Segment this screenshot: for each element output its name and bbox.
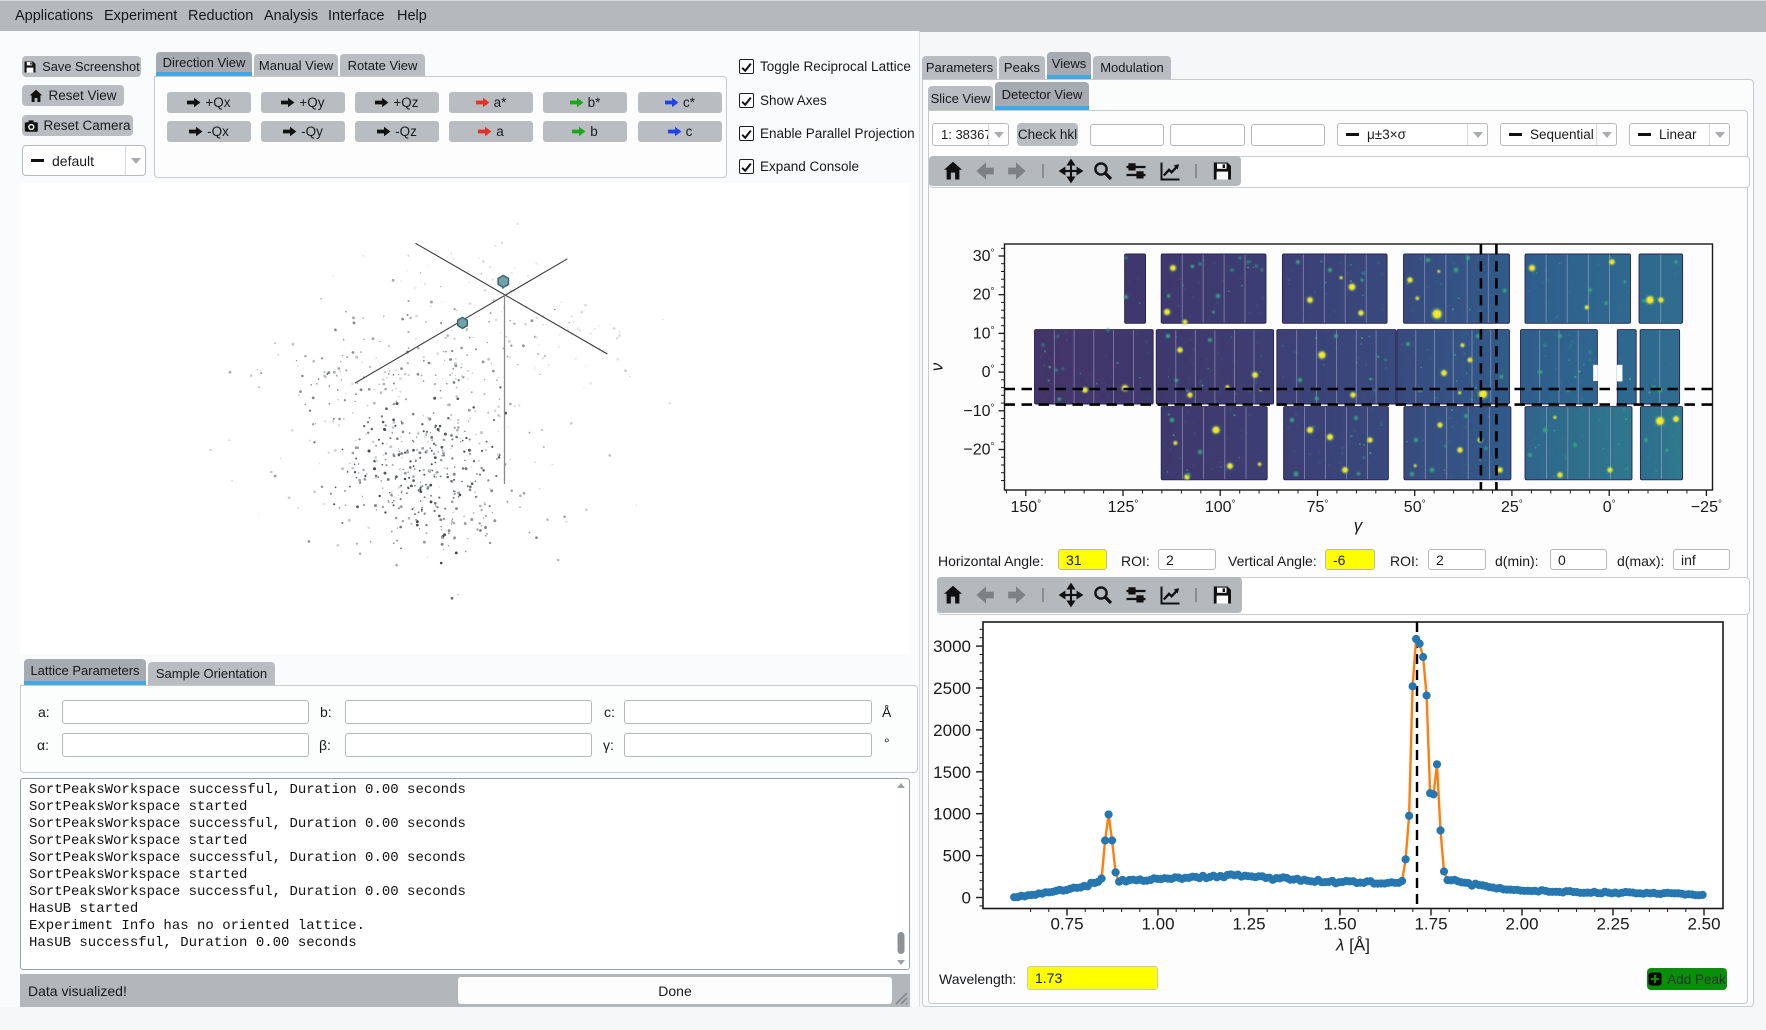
- svg-text:75°: 75°: [1307, 499, 1329, 516]
- svg-text:1000: 1000: [933, 805, 971, 824]
- svg-text:0.75: 0.75: [1050, 915, 1083, 934]
- svg-text:2.50: 2.50: [1687, 915, 1720, 934]
- svg-text:0°: 0°: [982, 364, 995, 381]
- svg-text:1.25: 1.25: [1232, 915, 1265, 934]
- svg-text:10°: 10°: [973, 325, 995, 342]
- svg-text:1.50: 1.50: [1323, 915, 1356, 934]
- svg-text:100°: 100°: [1205, 499, 1236, 516]
- svg-text:150°: 150°: [1010, 499, 1041, 516]
- svg-text:2000: 2000: [933, 721, 971, 740]
- svg-text:30°: 30°: [973, 248, 995, 265]
- svg-text:0°: 0°: [1603, 499, 1616, 516]
- svg-text:−10°: −10°: [963, 403, 994, 420]
- svg-text:2.25: 2.25: [1596, 915, 1629, 934]
- svg-text:1.00: 1.00: [1141, 915, 1174, 934]
- svg-text:50°: 50°: [1404, 499, 1426, 516]
- svg-text:3000: 3000: [933, 637, 971, 656]
- svg-text:−25°: −25°: [1691, 499, 1722, 516]
- svg-text:125°: 125°: [1108, 499, 1139, 516]
- svg-text:−20°: −20°: [963, 442, 994, 459]
- svg-text:20°: 20°: [973, 287, 995, 304]
- svg-text:500: 500: [943, 847, 971, 866]
- svg-text:1.75: 1.75: [1414, 915, 1447, 934]
- svg-text:1500: 1500: [933, 763, 971, 782]
- svg-text:ν: ν: [929, 362, 947, 371]
- svg-text:2.00: 2.00: [1505, 915, 1538, 934]
- svg-text:γ: γ: [1354, 516, 1364, 535]
- svg-text:λ [Å]: λ [Å]: [1335, 936, 1370, 955]
- svg-text:25°: 25°: [1501, 499, 1523, 516]
- svg-text:0: 0: [962, 889, 971, 908]
- svg-text:2500: 2500: [933, 679, 971, 698]
